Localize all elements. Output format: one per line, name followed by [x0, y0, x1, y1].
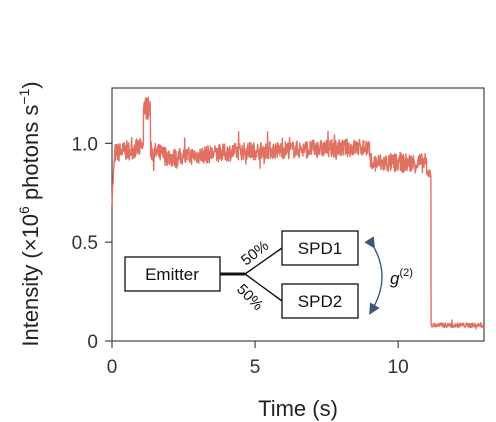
correlation-order: (2)	[399, 267, 412, 279]
plot-area-frame	[111, 87, 485, 342]
spd2-label: SPD2	[298, 292, 342, 311]
split-line-top	[244, 247, 283, 275]
y-axis-title-close: )	[18, 81, 43, 88]
y-axis-title-exponent-2: −1	[16, 88, 32, 104]
correlation-label: g(2)	[390, 267, 413, 288]
x-axis-ticks: 0 5 10	[107, 341, 409, 378]
y-axis-title-main: Intensity (×10	[18, 214, 43, 347]
y-tick-label: 0.5	[72, 233, 98, 254]
split-line-bottom	[244, 273, 283, 302]
y-tick-label: 0	[87, 332, 98, 353]
x-tick-label: 5	[250, 357, 261, 378]
split-label-top: 50%	[238, 237, 272, 269]
y-axis-title: Intensity (×106 photons s−1)	[16, 81, 43, 346]
y-axis-title-exponent: 6	[16, 206, 32, 214]
emitter-box	[124, 256, 221, 292]
intensity-trace-line	[111, 96, 485, 330]
x-tick-label: 0	[107, 357, 118, 378]
emitter-label: Emitter	[145, 265, 199, 284]
correlation-symbol: g	[390, 269, 400, 288]
spd1-label: SPD1	[298, 239, 342, 258]
y-tick-label: 1.0	[72, 134, 98, 155]
x-axis-title: Time (s)	[258, 396, 338, 421]
spd1-box	[281, 230, 359, 266]
inset-diagram: Emitter 50% 50% SPD1 SPD2 g(2)	[124, 230, 413, 319]
x-tick-label: 10	[388, 357, 409, 378]
correlation-arrow	[364, 236, 383, 315]
y-axis-title-units: photons s	[18, 105, 43, 207]
y-axis-ticks: 0 0.5 1.0	[72, 134, 112, 353]
spd2-box	[281, 283, 359, 319]
